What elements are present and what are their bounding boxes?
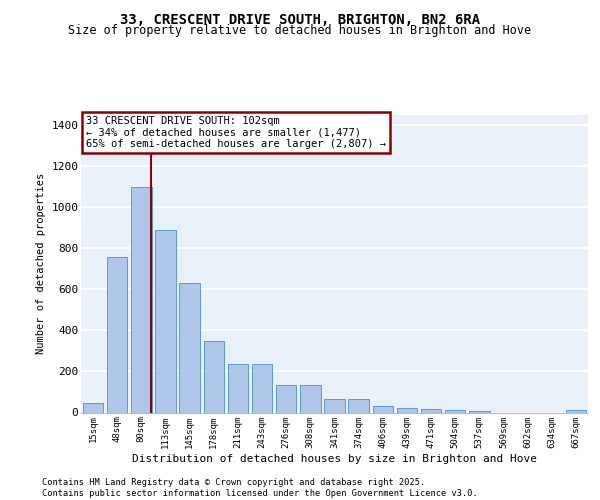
Bar	[203, 340, 224, 412]
Bar	[300, 385, 320, 412]
Text: Size of property relative to detached houses in Brighton and Hove: Size of property relative to detached ho…	[68, 24, 532, 37]
Bar	[83, 402, 103, 412]
Bar	[179, 283, 200, 412]
Bar	[276, 385, 296, 412]
Bar	[373, 406, 393, 412]
Bar	[227, 364, 248, 412]
Bar	[324, 399, 345, 412]
Bar	[349, 399, 369, 412]
Text: 33, CRESCENT DRIVE SOUTH, BRIGHTON, BN2 6RA: 33, CRESCENT DRIVE SOUTH, BRIGHTON, BN2 …	[120, 12, 480, 26]
Bar	[421, 410, 442, 412]
Bar	[397, 408, 417, 412]
Bar	[155, 230, 176, 412]
Y-axis label: Number of detached properties: Number of detached properties	[35, 173, 46, 354]
Bar	[107, 256, 127, 412]
Text: 33 CRESCENT DRIVE SOUTH: 102sqm
← 34% of detached houses are smaller (1,477)
65%: 33 CRESCENT DRIVE SOUTH: 102sqm ← 34% of…	[86, 116, 386, 149]
Bar	[252, 364, 272, 412]
X-axis label: Distribution of detached houses by size in Brighton and Hove: Distribution of detached houses by size …	[132, 454, 537, 464]
Text: Contains HM Land Registry data © Crown copyright and database right 2025.
Contai: Contains HM Land Registry data © Crown c…	[42, 478, 478, 498]
Bar	[566, 410, 586, 412]
Bar	[131, 187, 152, 412]
Bar	[445, 410, 466, 412]
